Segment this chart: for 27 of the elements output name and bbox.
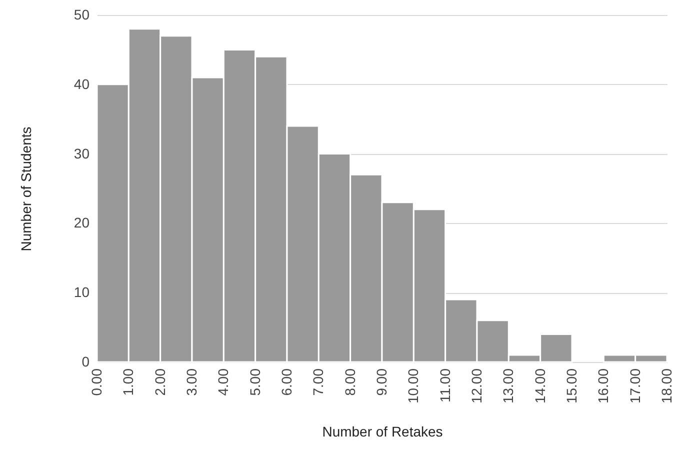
x-tick-label: 16.00	[595, 368, 612, 404]
y-axis-title: Number of Students	[18, 126, 34, 252]
y-tick-label: 0	[82, 354, 90, 370]
x-tick-label: 10.00	[405, 368, 422, 404]
x-tick-label: 4.00	[215, 368, 232, 396]
x-axis-title: Number of Retakes	[322, 424, 443, 440]
x-tick-label: 18.00	[658, 368, 674, 404]
x-tick-label: 0.00	[88, 368, 104, 396]
y-tick-label: 10	[74, 284, 90, 300]
x-tick-label: 17.00	[626, 368, 643, 404]
x-tick-label: 9.00	[374, 368, 390, 396]
x-tick-label: 13.00	[500, 368, 516, 404]
x-tick-label: 15.00	[564, 368, 580, 404]
x-tick-label: 6.00	[278, 368, 294, 396]
x-tick-label: 5.00	[246, 368, 263, 396]
x-tick-label: 8.00	[342, 368, 358, 396]
x-tick-label: 3.00	[184, 368, 200, 396]
y-tick-label: 40	[74, 76, 90, 92]
x-tick-label: 14.00	[532, 368, 548, 404]
y-tick-label: 20	[74, 214, 90, 231]
y-tick-label: 30	[74, 145, 90, 162]
y-tick-label: 50	[74, 6, 90, 22]
x-tick-label: 12.00	[468, 368, 484, 404]
x-tick-label: 11.00	[436, 368, 453, 402]
x-tick-label: 1.00	[120, 368, 136, 396]
x-tick-label: 2.00	[152, 368, 168, 396]
x-tick-label: 7.00	[310, 368, 326, 396]
